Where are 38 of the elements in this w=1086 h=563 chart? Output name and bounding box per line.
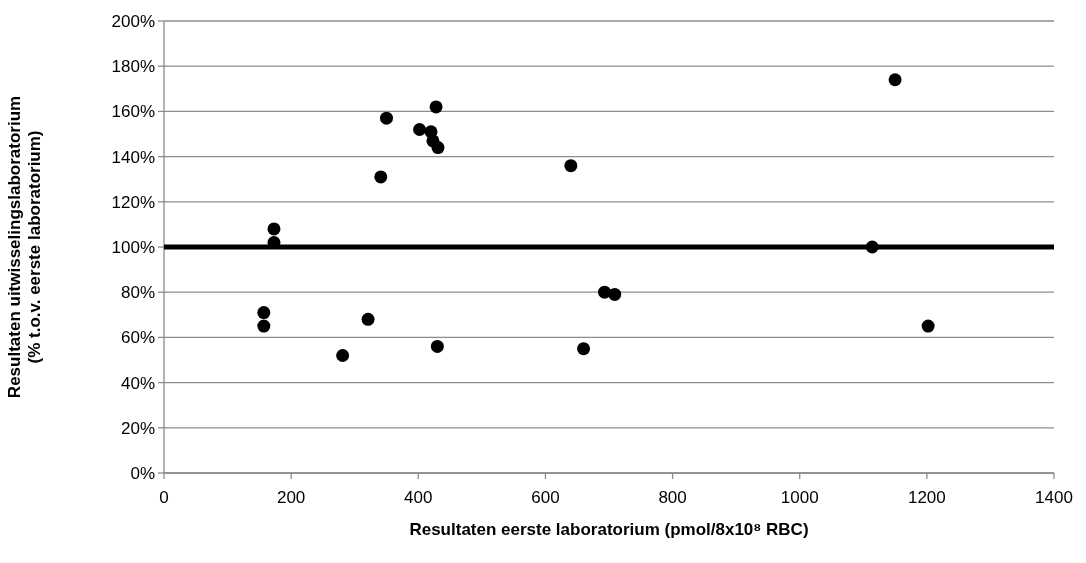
y-tick-label: 80% bbox=[120, 283, 155, 303]
point bbox=[267, 222, 281, 236]
point bbox=[608, 287, 622, 301]
x-tick-label: 1000 bbox=[780, 488, 819, 507]
y-tick-label: 0% bbox=[130, 463, 155, 483]
y-tick-label: 100% bbox=[111, 237, 155, 257]
y-tick-label: 180% bbox=[111, 57, 155, 77]
y-axis-title: Resultaten uitwisselingslaboratorium (% t.o.v. eerste laboratorium) bbox=[4, 95, 45, 399]
point bbox=[865, 240, 879, 254]
y-tick-label: 60% bbox=[120, 328, 155, 348]
point bbox=[921, 319, 935, 333]
point bbox=[374, 170, 388, 184]
y-tick-label: 140% bbox=[111, 147, 155, 167]
point bbox=[257, 306, 271, 320]
point bbox=[888, 73, 902, 87]
x-tick-label: 600 bbox=[531, 488, 560, 507]
x-tick-label: 1200 bbox=[907, 488, 946, 507]
point bbox=[257, 319, 271, 333]
y-tick-label: 120% bbox=[111, 192, 155, 212]
x-tick-label: 200 bbox=[276, 488, 306, 507]
point bbox=[564, 159, 578, 173]
x-tick-label: 1400 bbox=[1035, 488, 1073, 507]
point bbox=[577, 342, 591, 356]
point bbox=[429, 100, 443, 114]
point bbox=[361, 312, 375, 326]
y-tick-label: 20% bbox=[120, 418, 155, 438]
point bbox=[430, 339, 444, 353]
point bbox=[336, 348, 350, 362]
y-tick-label: 200% bbox=[111, 11, 155, 31]
y-tick-label: 160% bbox=[111, 102, 155, 122]
x-tick-label: 0 bbox=[159, 488, 169, 507]
y-tick-label: 40% bbox=[120, 373, 155, 393]
x-axis-title: Resultaten eerste laboratorium (pmol/8x10⁸ RBC) bbox=[409, 520, 809, 539]
point bbox=[413, 122, 427, 136]
x-tick-label: 800 bbox=[658, 488, 687, 507]
point bbox=[380, 111, 393, 125]
point bbox=[431, 141, 445, 155]
x-tick-label: 400 bbox=[404, 488, 433, 507]
